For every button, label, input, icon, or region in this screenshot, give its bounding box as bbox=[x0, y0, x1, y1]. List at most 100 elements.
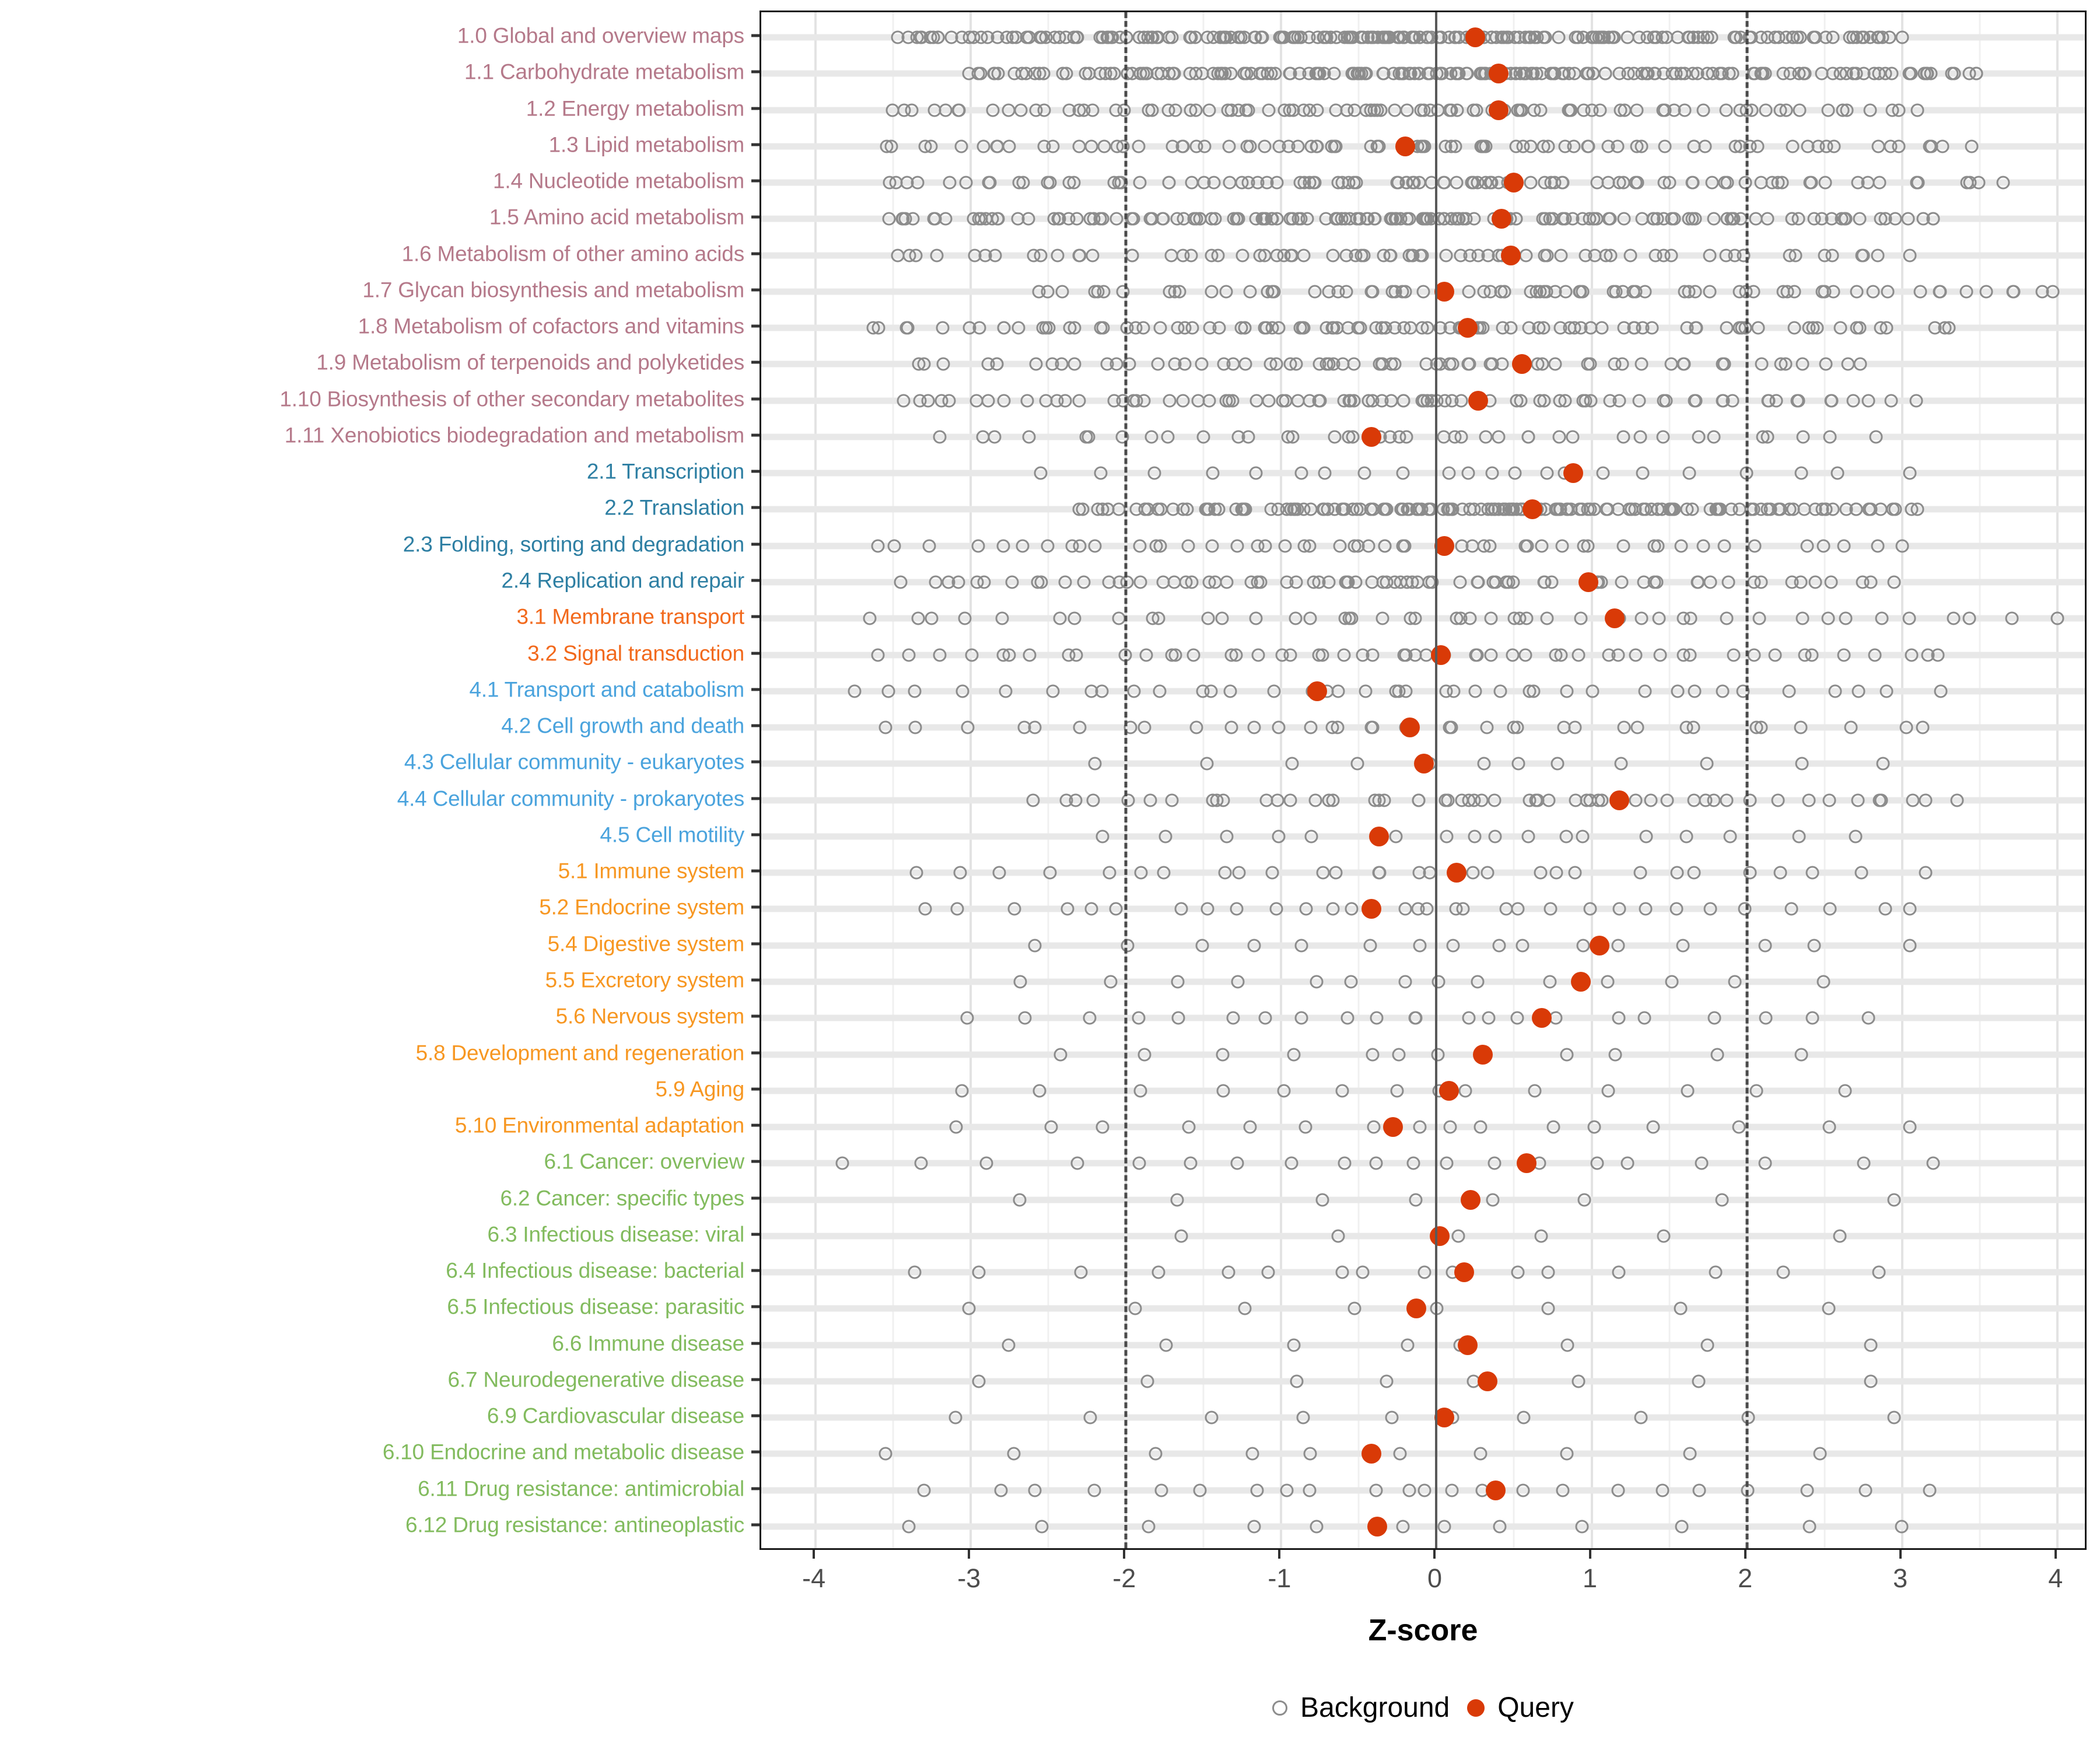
background-point bbox=[1758, 1156, 1772, 1170]
query-point[interactable] bbox=[1454, 1262, 1475, 1283]
query-point[interactable] bbox=[1460, 1189, 1480, 1210]
background-point bbox=[1817, 539, 1831, 553]
query-point[interactable] bbox=[1511, 354, 1532, 374]
background-point bbox=[936, 321, 950, 335]
legend-item-query[interactable]: Query bbox=[1467, 1692, 1574, 1724]
background-point bbox=[1084, 902, 1098, 916]
query-point[interactable] bbox=[1429, 1226, 1450, 1246]
background-point bbox=[1359, 684, 1373, 698]
background-point bbox=[1962, 611, 1976, 625]
query-point[interactable] bbox=[1478, 1371, 1498, 1391]
background-point bbox=[1095, 684, 1109, 698]
query-point[interactable] bbox=[1382, 1117, 1403, 1138]
background-point bbox=[1587, 1120, 1601, 1134]
query-point[interactable] bbox=[1307, 681, 1327, 701]
query-point[interactable] bbox=[1522, 499, 1543, 520]
query-point[interactable] bbox=[1488, 100, 1508, 120]
row-band bbox=[761, 1233, 2085, 1240]
background-point bbox=[1827, 139, 1841, 153]
background-point bbox=[1656, 1483, 1670, 1497]
background-point bbox=[1761, 394, 1775, 408]
background-point bbox=[1508, 466, 1522, 480]
background-point bbox=[1692, 430, 1706, 444]
background-point bbox=[1700, 757, 1714, 771]
query-point[interactable] bbox=[1570, 971, 1591, 992]
background-point bbox=[1710, 1048, 1724, 1061]
query-point[interactable] bbox=[1438, 1080, 1459, 1101]
background-point bbox=[882, 212, 896, 226]
background-point bbox=[1682, 466, 1696, 480]
background-point bbox=[1864, 1338, 1878, 1352]
query-point[interactable] bbox=[1447, 863, 1467, 883]
query-point[interactable] bbox=[1605, 608, 1625, 629]
background-point bbox=[1138, 720, 1152, 734]
query-point[interactable] bbox=[1485, 1480, 1506, 1500]
background-point bbox=[1262, 394, 1276, 408]
background-point bbox=[1819, 30, 1833, 44]
background-point bbox=[1413, 249, 1427, 262]
query-point[interactable] bbox=[1367, 1517, 1388, 1536]
background-point bbox=[1449, 902, 1463, 916]
background-point bbox=[918, 902, 932, 916]
background-point bbox=[1888, 212, 1902, 226]
background-point bbox=[1522, 684, 1536, 698]
background-point bbox=[1096, 1120, 1110, 1134]
query-point[interactable] bbox=[1578, 572, 1599, 593]
background-point bbox=[1633, 430, 1647, 444]
query-point[interactable] bbox=[1516, 1153, 1536, 1174]
query-point[interactable] bbox=[1609, 790, 1630, 810]
query-point[interactable] bbox=[1361, 1444, 1381, 1464]
query-point[interactable] bbox=[1457, 318, 1478, 338]
background-point bbox=[1034, 575, 1048, 589]
background-point bbox=[1322, 575, 1336, 589]
background-point bbox=[1144, 430, 1158, 444]
query-point[interactable] bbox=[1406, 1298, 1426, 1319]
background-point bbox=[1142, 103, 1156, 117]
query-point[interactable] bbox=[1400, 718, 1420, 738]
query-point[interactable] bbox=[1414, 754, 1434, 774]
query-point[interactable] bbox=[1504, 173, 1524, 193]
background-point bbox=[1152, 611, 1166, 625]
y-axis-tick bbox=[751, 760, 760, 764]
background-point bbox=[1230, 539, 1244, 553]
background-point bbox=[1542, 793, 1556, 807]
query-point[interactable] bbox=[1563, 463, 1583, 484]
query-point[interactable] bbox=[1361, 426, 1381, 447]
y-axis-tick bbox=[751, 506, 760, 509]
query-point[interactable] bbox=[1492, 209, 1512, 229]
background-point bbox=[962, 1301, 976, 1315]
background-point bbox=[1234, 30, 1248, 44]
background-point bbox=[1264, 502, 1278, 516]
y-axis-category-label: 1.5 Amino acid metabolism bbox=[489, 205, 744, 229]
query-point[interactable] bbox=[1532, 1008, 1552, 1028]
background-point bbox=[1616, 430, 1630, 444]
query-point[interactable] bbox=[1361, 899, 1381, 919]
query-point[interactable] bbox=[1369, 826, 1389, 846]
query-point[interactable] bbox=[1457, 1335, 1478, 1355]
background-point bbox=[1466, 866, 1480, 880]
query-point[interactable] bbox=[1473, 1044, 1493, 1065]
background-point bbox=[1630, 139, 1644, 153]
background-point bbox=[1251, 648, 1265, 662]
background-point bbox=[950, 902, 964, 916]
background-point bbox=[1563, 103, 1577, 117]
query-point[interactable] bbox=[1395, 136, 1416, 156]
background-point bbox=[1011, 212, 1025, 226]
background-point bbox=[1690, 575, 1704, 589]
query-point[interactable] bbox=[1431, 645, 1451, 665]
query-point[interactable] bbox=[1501, 245, 1521, 265]
legend-item-background[interactable]: Background bbox=[1272, 1692, 1450, 1724]
background-point bbox=[1265, 285, 1279, 299]
background-point bbox=[1243, 139, 1257, 153]
background-point bbox=[1815, 502, 1829, 516]
background-point bbox=[1416, 285, 1430, 299]
background-point bbox=[1193, 212, 1207, 226]
query-point[interactable] bbox=[1468, 390, 1489, 411]
background-point bbox=[1453, 575, 1467, 589]
background-point bbox=[1475, 66, 1489, 80]
background-point bbox=[1304, 720, 1318, 734]
query-point[interactable] bbox=[1589, 935, 1609, 956]
query-point[interactable] bbox=[1488, 64, 1508, 84]
background-point bbox=[1665, 212, 1679, 226]
query-point[interactable] bbox=[1465, 27, 1485, 47]
